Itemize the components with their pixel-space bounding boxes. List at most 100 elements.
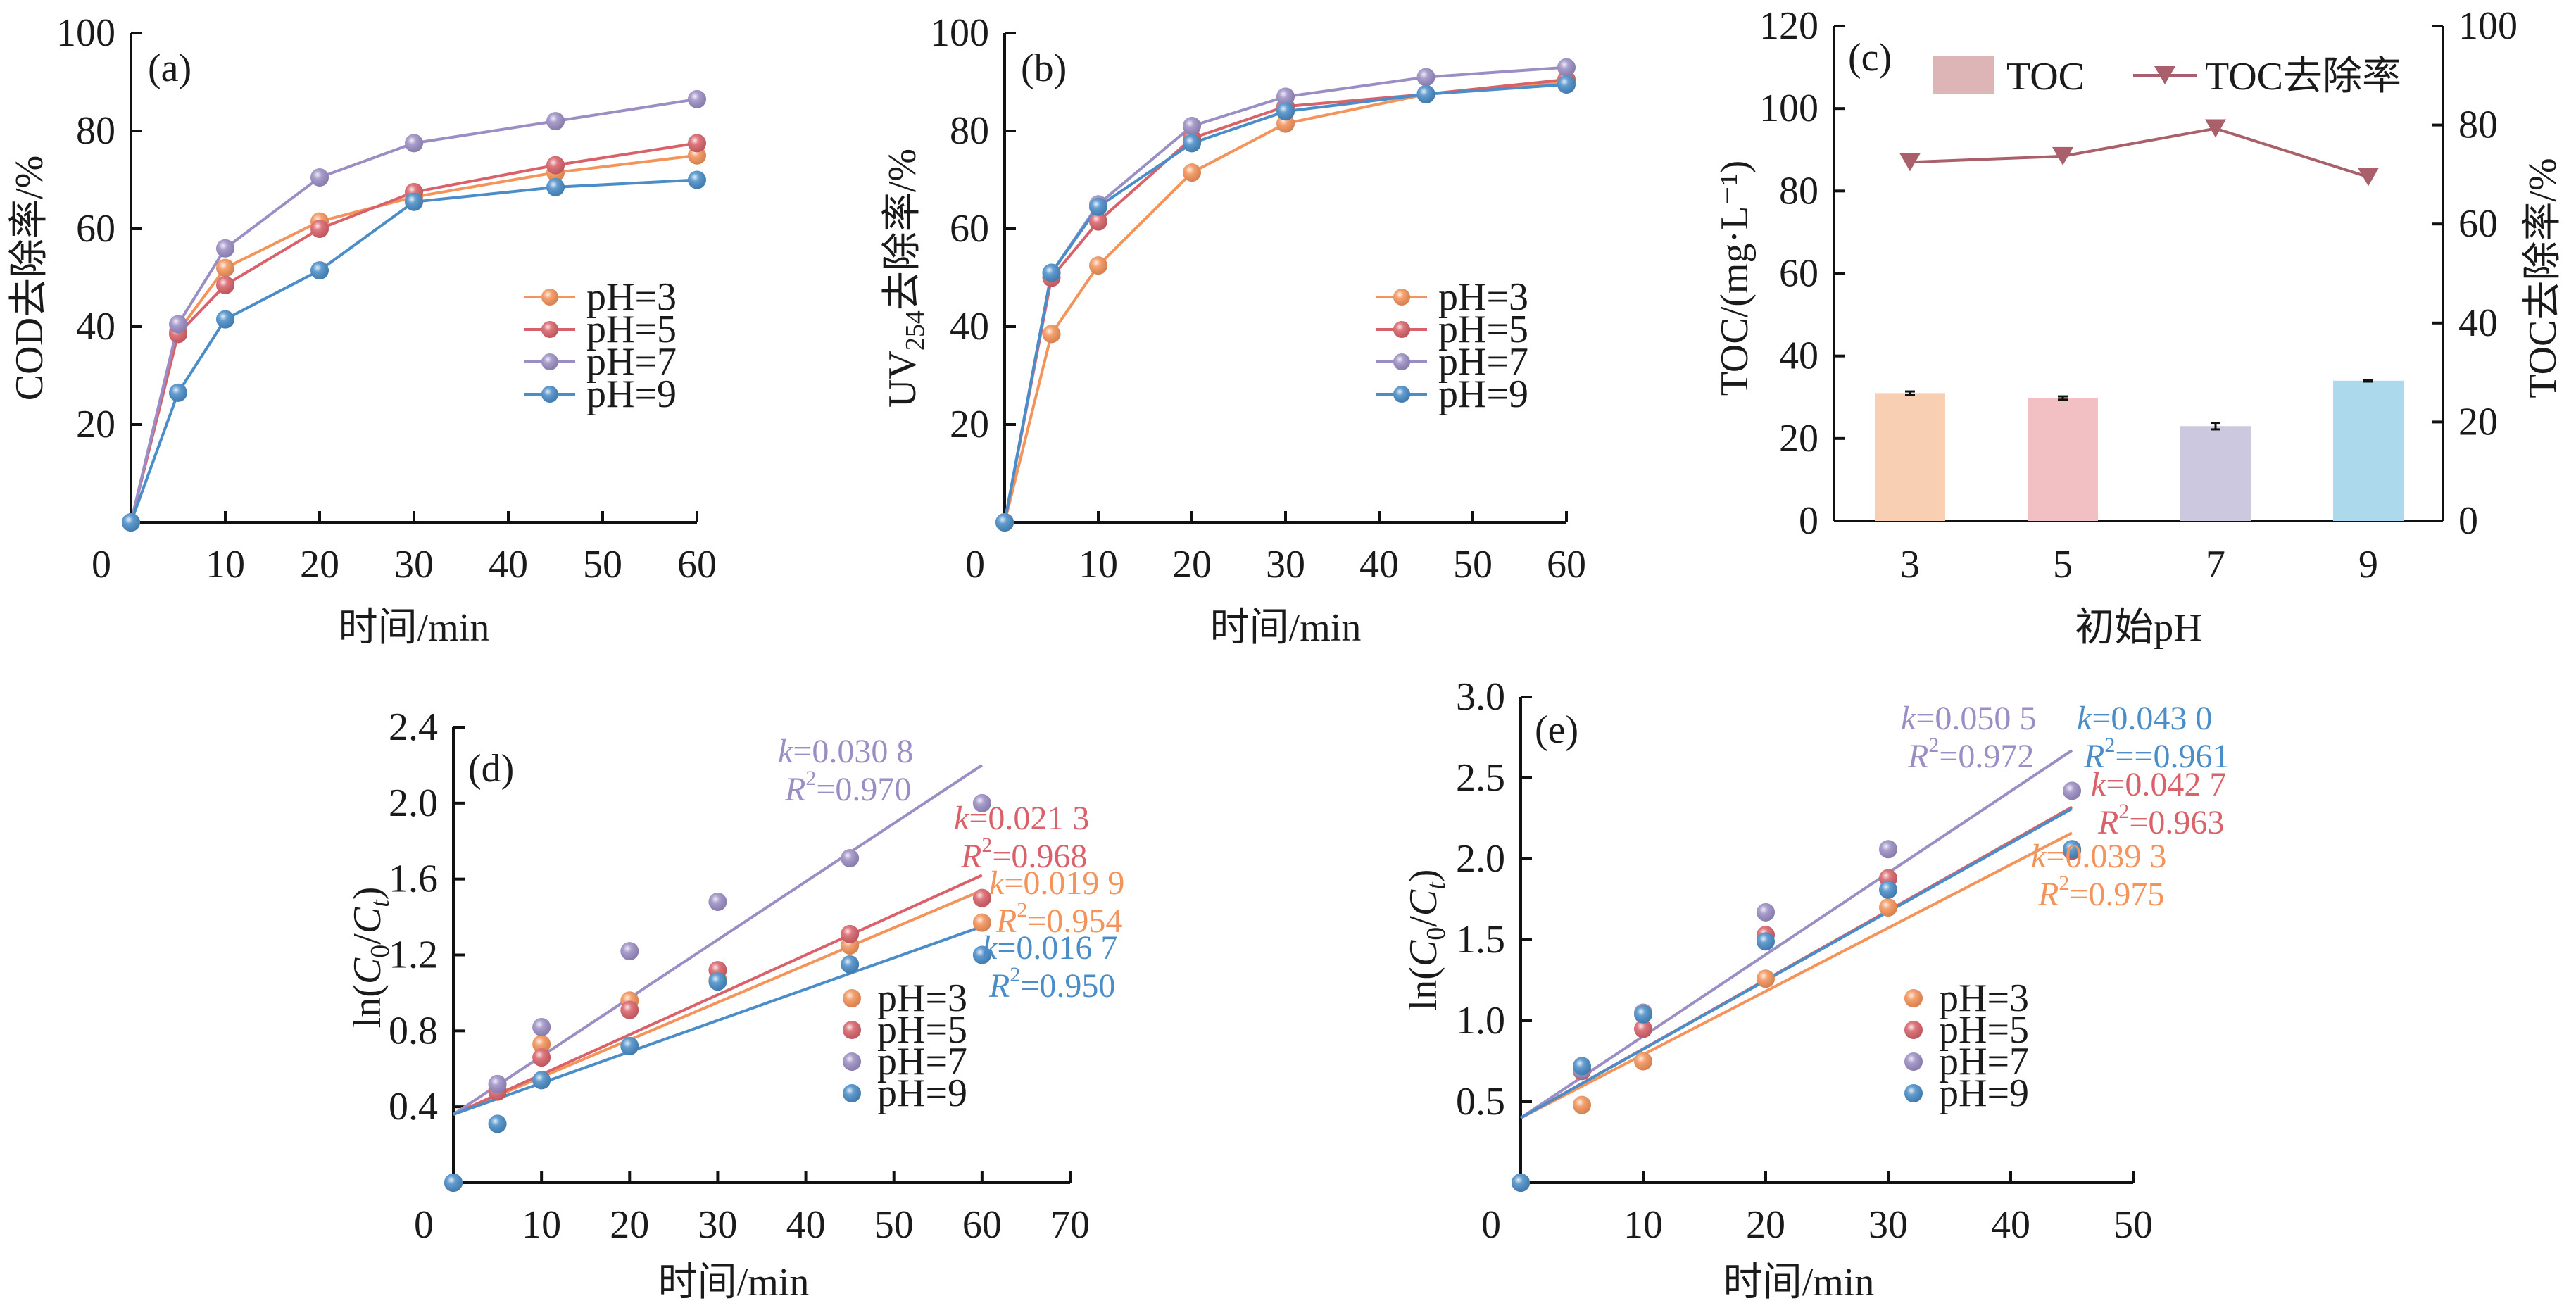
data-point [310, 168, 329, 187]
legend-marker-shine [541, 353, 558, 370]
x-tick-label: 50 [2113, 1203, 2153, 1247]
x-tick-label: 50 [1453, 543, 1493, 586]
x-tick-label: 30 [1266, 543, 1305, 586]
r2-symbol: R [1907, 738, 1928, 775]
legend-marker [541, 321, 558, 338]
data-point [1634, 1052, 1652, 1071]
data-point-shine [1042, 325, 1061, 344]
legend-marker-shine [843, 1084, 861, 1102]
data-point-shine [1757, 903, 1775, 922]
data-point [122, 513, 140, 532]
y-label-part: t [365, 899, 395, 907]
x-tick-label: 60 [677, 543, 717, 586]
x-tick-label: 30 [394, 543, 434, 586]
legend-label: pH=7 [877, 1040, 967, 1083]
data-point [620, 1000, 639, 1019]
data-point-shine [972, 793, 991, 812]
y-tick-label: 1.0 [1456, 999, 1505, 1043]
panel-label: (a) [148, 46, 191, 90]
data-point [444, 1174, 463, 1192]
y-tick-label: 100 [930, 11, 989, 55]
x-tick-label: 70 [1050, 1203, 1090, 1247]
legend-marker-shine [1393, 321, 1410, 338]
fit-annotation-r2: R2=0.970 [784, 767, 911, 808]
legend-marker-shine [541, 321, 558, 338]
data-point-shine [1416, 68, 1435, 87]
data-point [1089, 212, 1107, 231]
data-point-shine [216, 310, 234, 329]
x-tick-label: 9 [2358, 543, 2378, 586]
y-tick-label: 20 [950, 403, 989, 446]
data-point-shine [216, 239, 234, 258]
k-symbol: k [778, 733, 794, 770]
toc-removal-marker [2205, 119, 2226, 138]
panel-c-toc: 0 20 40 60 80 100 120 0 20 40 60 80 100 3 5 7 9 TOC TOC去除率… [1713, 4, 2565, 650]
fit-annotation-k: k=0.039 3 [2031, 838, 2166, 875]
y-tick-label-left: 100 [1759, 87, 1818, 130]
bar-toc [2028, 398, 2098, 521]
data-point-shine [1879, 840, 1897, 859]
data-point-shine [310, 220, 329, 238]
data-point [2063, 840, 2081, 859]
y-tick-label-left: 120 [1759, 4, 1818, 48]
legend-marker [1904, 989, 1923, 1007]
r2-value: =0.963 [2129, 804, 2224, 841]
data-point [972, 888, 991, 907]
y-tick-label-right: 0 [2458, 499, 2478, 543]
data-point-shine [1042, 263, 1061, 282]
data-point-shine [841, 924, 860, 943]
fit-annotation-k: k=0.043 0 [2077, 700, 2212, 737]
k-symbol: k [989, 864, 1005, 902]
y-label-part: 0 [1421, 927, 1451, 941]
r2-symbol: R [995, 903, 1017, 940]
y-label-part: C [346, 907, 389, 933]
data-point [310, 261, 329, 280]
legend-marker-shine [1393, 289, 1410, 306]
legend-marker [843, 1084, 861, 1102]
data-point [169, 315, 187, 334]
panel-b-uv254-removal: 20 40 60 80 100 0 10 20 30 40 50 60 (b) 时间/min UV254去除… [881, 11, 1586, 650]
data-point [1573, 1057, 1591, 1076]
data-point-shine [532, 1035, 551, 1054]
bar-toc [2180, 426, 2251, 521]
x-tick-label: 3 [1900, 543, 1920, 586]
fit-annotation-k: k=0.019 9 [989, 864, 1124, 902]
x-tick-label: 40 [786, 1203, 826, 1247]
x-axis-label: 时间/min [1210, 606, 1362, 650]
k-symbol: k [954, 800, 970, 837]
toc-removal-marker [2052, 146, 2073, 165]
data-point [546, 112, 565, 131]
r2-value: =0.975 [2069, 876, 2164, 913]
data-point [972, 793, 991, 812]
data-point [488, 1114, 507, 1133]
data-point [1757, 932, 1775, 951]
r2-symbol: R [988, 967, 1010, 1005]
data-point [1183, 163, 1201, 182]
x-tick-label: 10 [1079, 543, 1118, 586]
fit-annotation-k: k=0.030 8 [778, 733, 913, 770]
y-tick-label-right: 60 [2458, 202, 2498, 246]
legend-label: pH=5 [1438, 308, 1528, 351]
data-point-shine [1634, 1019, 1652, 1038]
data-point [216, 258, 234, 277]
data-point [532, 1017, 551, 1036]
data-point [216, 310, 234, 329]
legend-marker [1904, 1021, 1923, 1039]
legend-marker [541, 386, 558, 403]
data-point [1416, 84, 1435, 103]
x-tick-label: 0 [414, 1203, 434, 1247]
data-point [708, 972, 727, 991]
data-point-shine [532, 1048, 551, 1067]
r2-exponent: 2 [2118, 800, 2129, 823]
data-point [688, 89, 706, 108]
data-point-shine [488, 1114, 507, 1133]
legend-marker-shine [1904, 1084, 1923, 1102]
data-point [1757, 903, 1775, 922]
x-axis-label: 初始pH [2075, 606, 2201, 650]
k-symbol: k [1901, 700, 1917, 737]
fit-annotation-r2: R2=0.972 [1907, 734, 2034, 775]
data-point [1634, 1005, 1652, 1024]
y-tick-label-right: 20 [2458, 400, 2498, 444]
data-point-shine [1879, 880, 1897, 899]
data-point-shine [2063, 840, 2081, 859]
